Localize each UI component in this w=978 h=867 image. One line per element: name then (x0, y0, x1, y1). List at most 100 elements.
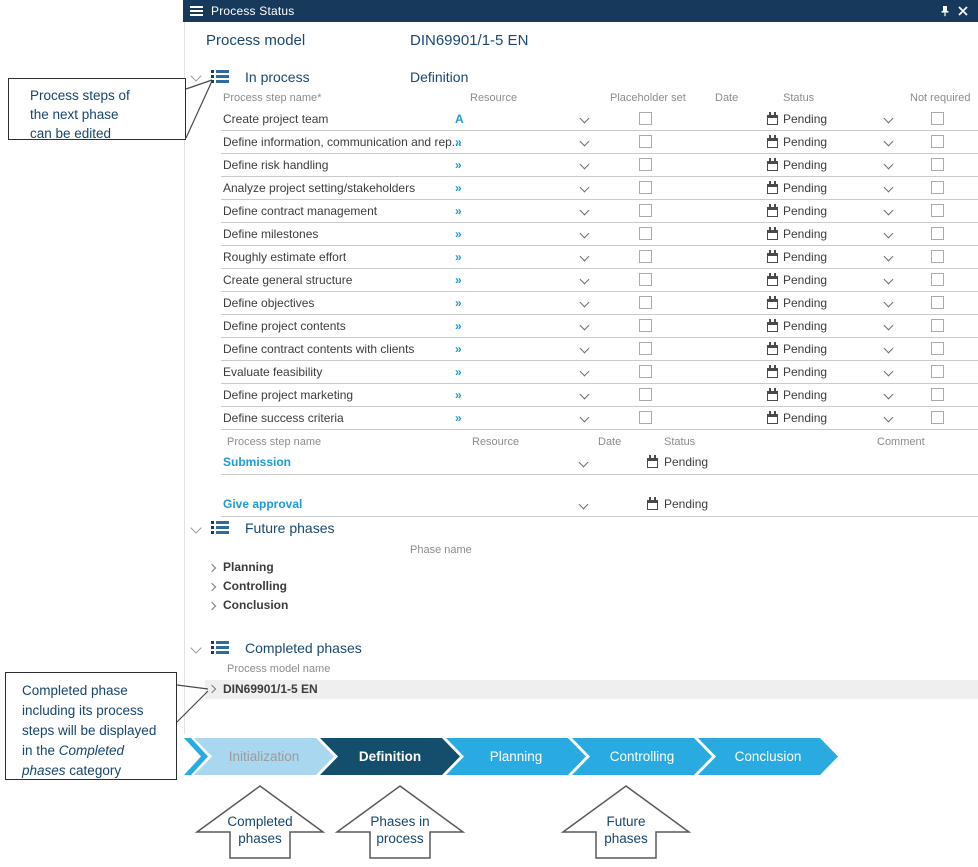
status-dropdown-chevron-icon[interactable] (883, 182, 894, 193)
completed-model-name[interactable]: DIN69901/1-5 EN (223, 682, 318, 696)
pin-icon[interactable] (936, 2, 954, 20)
resource-dropdown-chevron-icon[interactable] (578, 499, 589, 510)
approval-step-link[interactable]: Submission (223, 455, 292, 469)
table-row: Define project marketing » Pending (221, 384, 978, 407)
step-resource-link[interactable]: » (455, 273, 462, 287)
step-resource-link[interactable]: » (455, 319, 462, 333)
step-resource-link[interactable]: » (455, 296, 462, 310)
close-icon[interactable] (954, 2, 972, 20)
resource-dropdown-chevron-icon[interactable] (579, 159, 590, 170)
not-required-checkbox[interactable] (931, 296, 944, 309)
resource-dropdown-chevron-icon[interactable] (579, 366, 590, 377)
status-dropdown-chevron-icon[interactable] (883, 343, 894, 354)
not-required-checkbox[interactable] (931, 158, 944, 171)
placeholder-set-checkbox[interactable] (639, 411, 652, 424)
step-status-label: Pending (783, 388, 828, 402)
resource-dropdown-chevron-icon[interactable] (579, 113, 590, 124)
resource-dropdown-chevron-icon[interactable] (579, 343, 590, 354)
not-required-checkbox[interactable] (931, 227, 944, 240)
not-required-checkbox[interactable] (931, 411, 944, 424)
placeholder-set-checkbox[interactable] (639, 204, 652, 217)
resource-dropdown-chevron-icon[interactable] (579, 228, 590, 239)
status-dropdown-chevron-icon[interactable] (883, 113, 894, 124)
step-status-label: Pending (783, 411, 828, 425)
resource-dropdown-chevron-icon[interactable] (579, 136, 590, 147)
step-resource-link[interactable]: A (455, 112, 464, 126)
status-dropdown-chevron-icon[interactable] (883, 205, 894, 216)
status-dropdown-chevron-icon[interactable] (883, 297, 894, 308)
status-dropdown-chevron-icon[interactable] (883, 251, 894, 262)
not-required-checkbox[interactable] (931, 388, 944, 401)
callout-up-arrow: Completed phases (194, 783, 326, 861)
step-resource-link[interactable]: » (455, 365, 462, 379)
placeholder-set-checkbox[interactable] (639, 296, 652, 309)
approval-step-link[interactable]: Give approval (223, 497, 303, 511)
status-dropdown-chevron-icon[interactable] (883, 274, 894, 285)
step-resource-link[interactable]: » (455, 135, 462, 149)
not-required-checkbox[interactable] (931, 250, 944, 263)
resource-dropdown-chevron-icon[interactable] (579, 251, 590, 262)
step-resource-link[interactable]: » (455, 250, 462, 264)
list-icon (211, 521, 229, 534)
placeholder-set-checkbox[interactable] (639, 365, 652, 378)
placeholder-set-checkbox[interactable] (639, 388, 652, 401)
list-icon (211, 641, 229, 654)
not-required-checkbox[interactable] (931, 135, 944, 148)
not-required-checkbox[interactable] (931, 204, 944, 217)
panel-title: Process Status (211, 4, 295, 18)
not-required-checkbox[interactable] (931, 112, 944, 125)
status-dropdown-chevron-icon[interactable] (883, 136, 894, 147)
resource-dropdown-chevron-icon[interactable] (579, 389, 590, 400)
table-row: Define risk handling » Pending (221, 154, 978, 177)
expand-chevron-icon[interactable] (207, 601, 217, 611)
phase-name[interactable]: Planning (223, 560, 274, 574)
not-required-checkbox[interactable] (931, 181, 944, 194)
placeholder-set-checkbox[interactable] (639, 135, 652, 148)
placeholder-set-checkbox[interactable] (639, 112, 652, 125)
resource-dropdown-chevron-icon[interactable] (579, 412, 590, 423)
expand-chevron-icon[interactable] (207, 582, 217, 592)
step-resource-link[interactable]: » (455, 411, 462, 425)
col-not-required: Not required (910, 92, 971, 104)
collapse-chevron-icon[interactable] (190, 70, 202, 82)
resource-dropdown-chevron-icon[interactable] (579, 320, 590, 331)
resource-dropdown-chevron-icon[interactable] (579, 182, 590, 193)
step-resource-link[interactable]: » (455, 204, 462, 218)
step-resource-link[interactable]: » (455, 388, 462, 402)
phase-arrow-label: Definition (358, 749, 422, 764)
resource-dropdown-chevron-icon[interactable] (579, 297, 590, 308)
not-required-checkbox[interactable] (931, 365, 944, 378)
status-dropdown-chevron-icon[interactable] (883, 159, 894, 170)
calendar-icon (767, 135, 778, 148)
not-required-checkbox[interactable] (931, 319, 944, 332)
phase-name[interactable]: Conclusion (223, 598, 289, 612)
step-resource-link[interactable]: » (455, 227, 462, 241)
collapse-chevron-icon[interactable] (190, 642, 202, 654)
phase-name[interactable]: Controlling (223, 579, 287, 593)
not-required-checkbox[interactable] (931, 342, 944, 355)
placeholder-set-checkbox[interactable] (639, 158, 652, 171)
step-resource-link[interactable]: » (455, 342, 462, 356)
placeholder-set-checkbox[interactable] (639, 250, 652, 263)
placeholder-set-checkbox[interactable] (639, 342, 652, 355)
placeholder-set-checkbox[interactable] (639, 227, 652, 240)
selected-row-highlight[interactable] (205, 680, 978, 699)
hamburger-menu-icon[interactable] (190, 4, 203, 18)
status-dropdown-chevron-icon[interactable] (883, 412, 894, 423)
status-dropdown-chevron-icon[interactable] (883, 389, 894, 400)
resource-dropdown-chevron-icon[interactable] (579, 274, 590, 285)
expand-chevron-icon[interactable] (207, 563, 217, 573)
resource-dropdown-chevron-icon[interactable] (579, 205, 590, 216)
placeholder-set-checkbox[interactable] (639, 319, 652, 332)
step-resource-link[interactable]: » (455, 158, 462, 172)
resource-dropdown-chevron-icon[interactable] (578, 457, 589, 468)
step-resource-link[interactable]: » (455, 181, 462, 195)
status-dropdown-chevron-icon[interactable] (883, 228, 894, 239)
not-required-checkbox[interactable] (931, 273, 944, 286)
status-dropdown-chevron-icon[interactable] (883, 366, 894, 377)
collapse-chevron-icon[interactable] (190, 522, 202, 534)
placeholder-set-checkbox[interactable] (639, 181, 652, 194)
step-name: Define contract contents with clients (223, 342, 415, 356)
status-dropdown-chevron-icon[interactable] (883, 320, 894, 331)
placeholder-set-checkbox[interactable] (639, 273, 652, 286)
